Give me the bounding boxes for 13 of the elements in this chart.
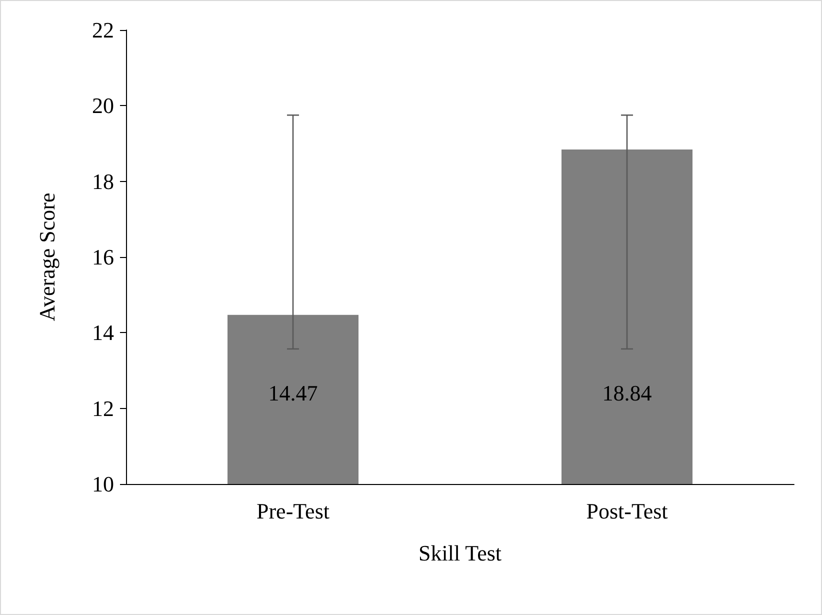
y-tick-label: 12 (92, 396, 114, 421)
x-axis-title: Skill Test (418, 540, 502, 566)
x-tick-label: Pre-Test (256, 498, 330, 524)
y-axis-title: Average Score (34, 192, 60, 322)
y-tick-label: 14 (92, 320, 114, 346)
y-tick-label: 22 (92, 18, 114, 42)
y-tick-label: 10 (92, 472, 114, 496)
y-tick-label: 16 (92, 244, 114, 270)
data-label: 18.84 (602, 380, 652, 406)
data-label: 14.47 (268, 380, 318, 406)
x-tick-label: Post-Test (586, 498, 668, 524)
y-tick-label: 18 (92, 168, 114, 194)
y-tick-label: 20 (92, 93, 114, 118)
